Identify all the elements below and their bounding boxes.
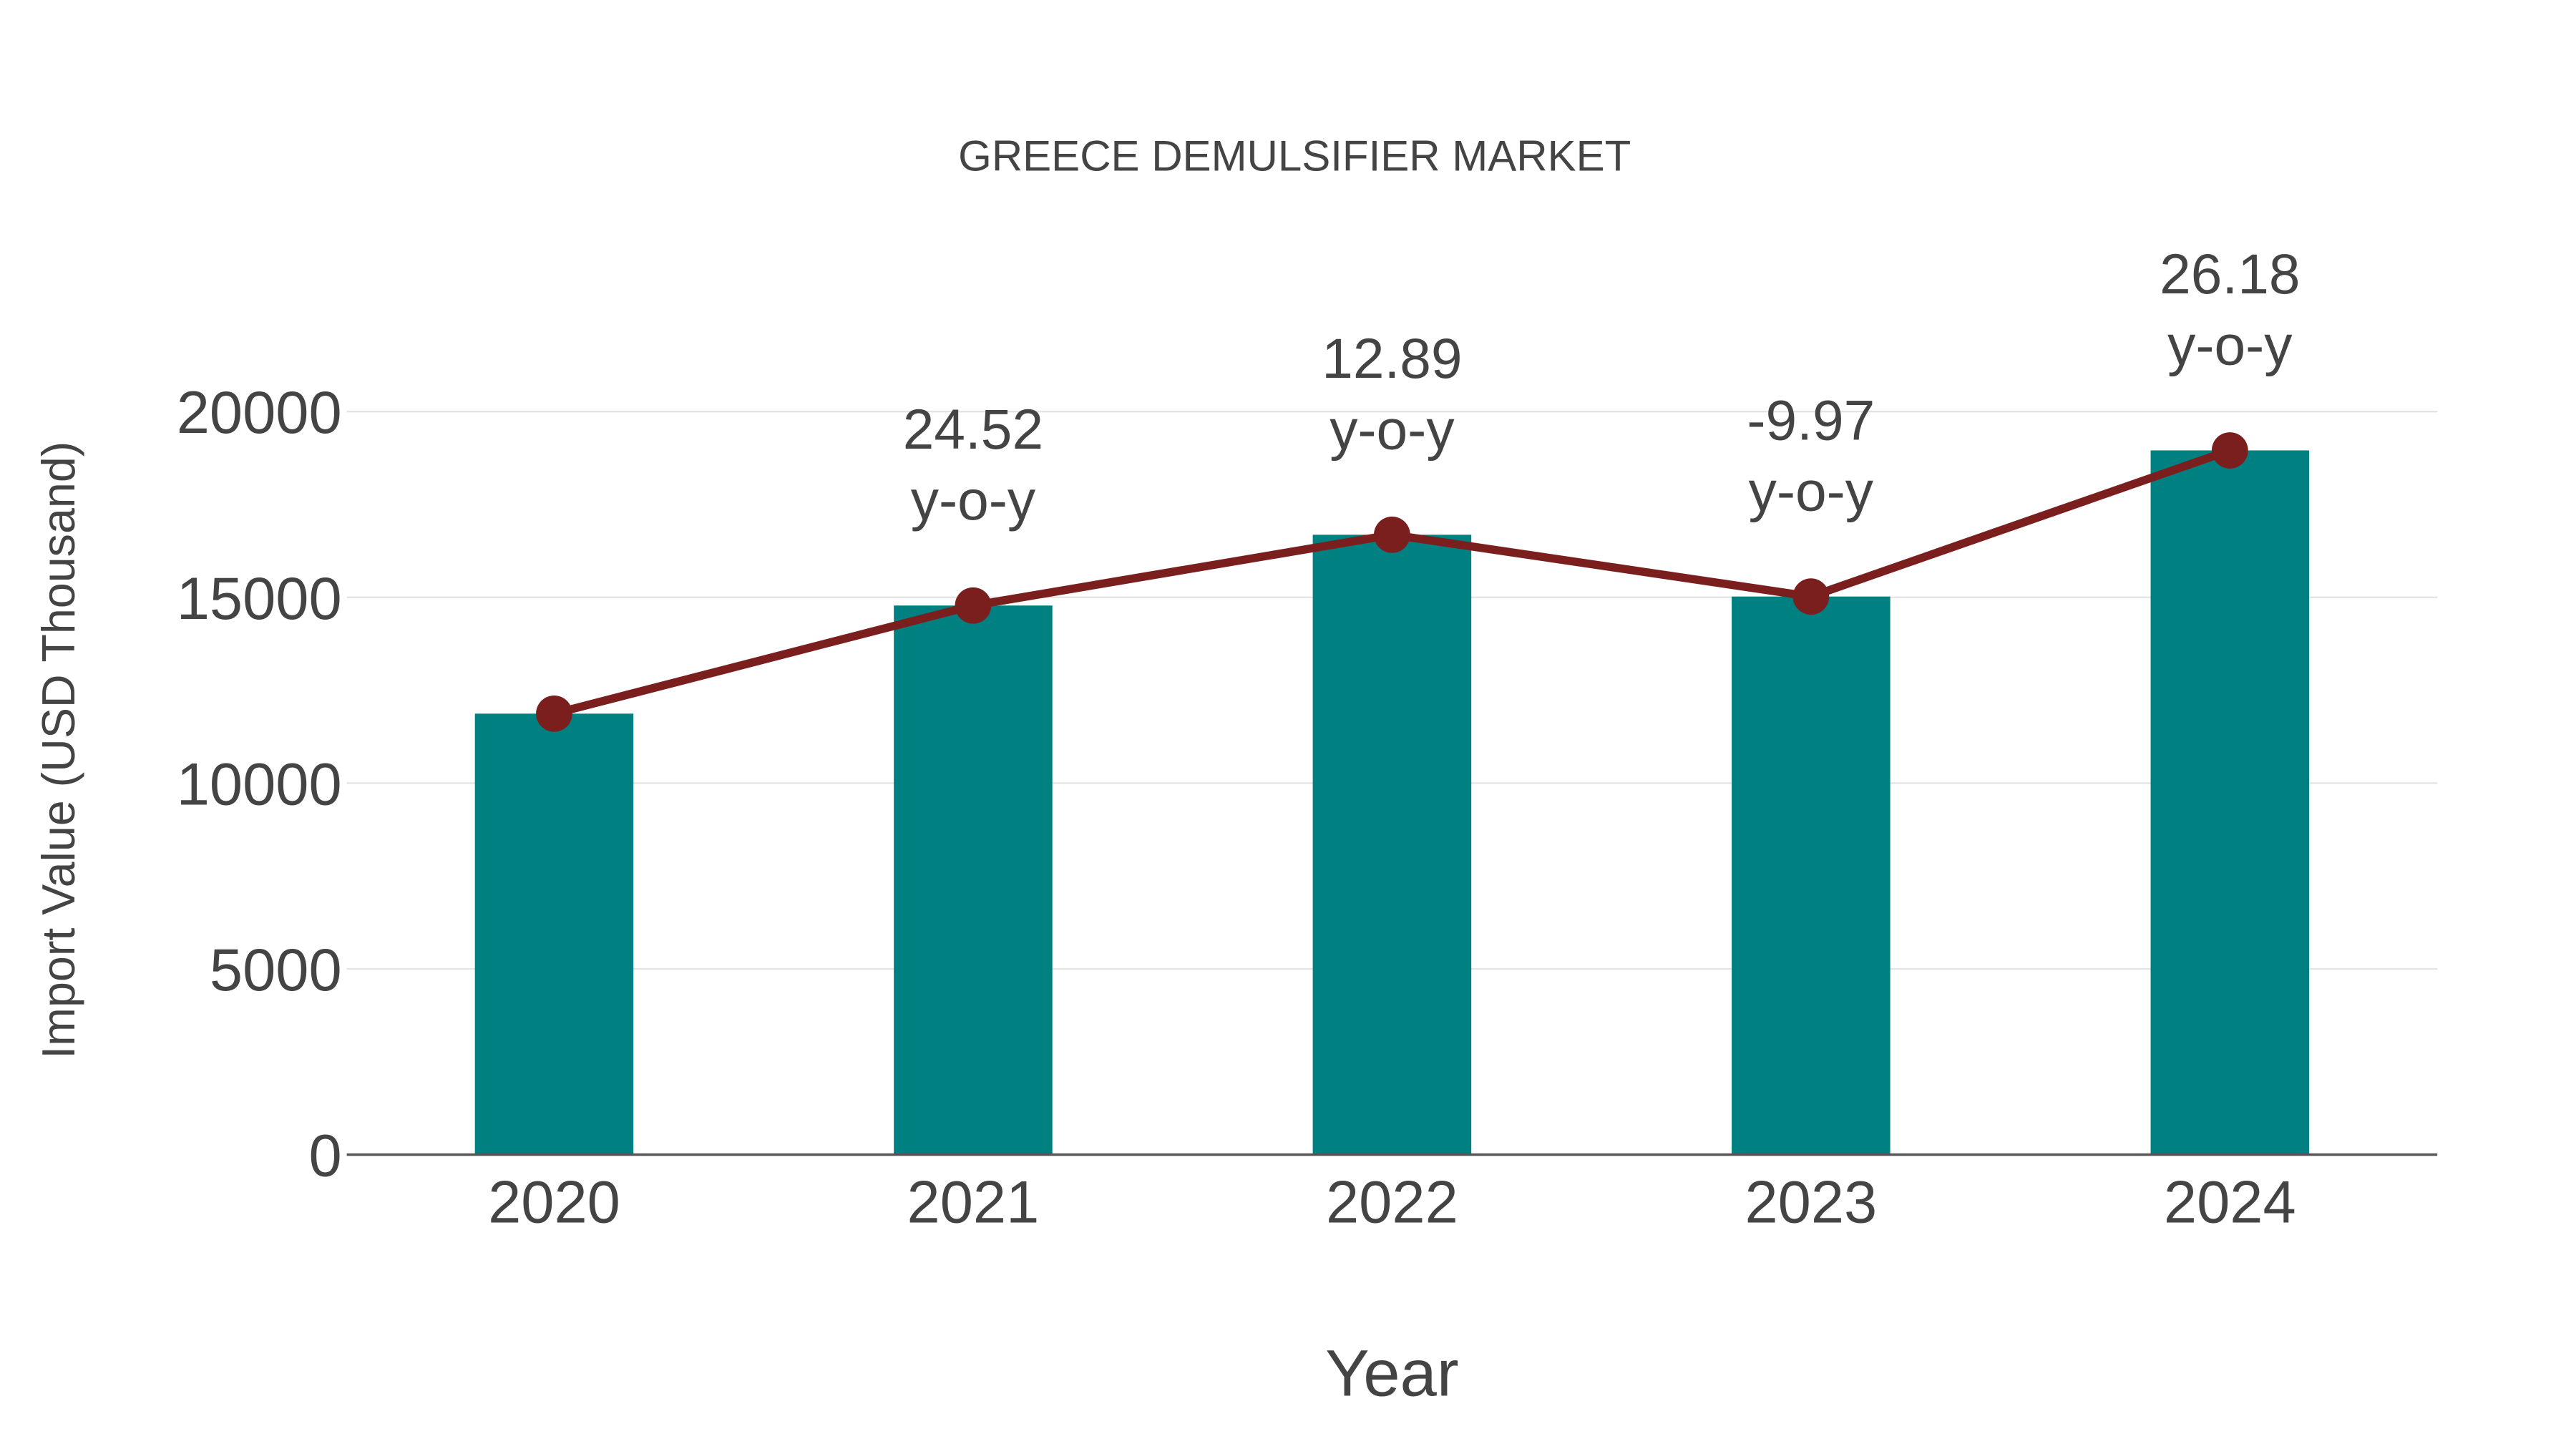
x-tick-labels: 2020 2021 2022 2023 2024 [488,1169,2296,1235]
trend-point [1374,516,1410,553]
bars [474,450,2310,1155]
yoy-annotations: 24.52 y-o-y 12.89 y-o-y -9.97 y-o-y 26.18 y-o-y [903,243,2301,532]
x-tick-label: 2023 [1745,1169,1877,1235]
trend-point [1792,578,1830,615]
x-tick-label: 2022 [1326,1169,1458,1235]
yoy-value-label: 26.18 [2160,243,2300,306]
bar [474,713,634,1155]
y-axis-title: Import Value (USD Thousand) [33,441,84,1059]
chart-title: GREECE DEMULSIFIER MARKET [958,132,1631,180]
yoy-suffix-label: y-o-y [911,469,1036,532]
y-tick-label: 0 [308,1123,341,1189]
bar [1732,596,1890,1155]
trend-line-group [536,432,2248,732]
x-tick-label: 2021 [907,1169,1040,1235]
y-tick-labels: 0 5000 10000 15000 20000 [177,379,342,1189]
bar [894,605,1053,1155]
x-tick-label: 2024 [2164,1169,2296,1235]
yoy-suffix-label: y-o-y [1330,398,1455,461]
x-tick-label: 2020 [488,1169,620,1235]
trend-point [955,587,992,624]
trend-point [2211,432,2248,469]
x-axis-title: Year [1325,1336,1458,1410]
y-tick-label: 15000 [177,565,342,632]
y-tick-label: 20000 [177,379,342,446]
yoy-suffix-label: y-o-y [2167,313,2293,376]
yoy-suffix-label: y-o-y [1749,460,1874,523]
yoy-value-label: 24.52 [903,398,1043,461]
yoy-value-label: 12.89 [1322,327,1462,390]
bar [1312,535,1472,1155]
y-tick-label: 10000 [177,751,342,817]
bar [2150,450,2310,1155]
y-tick-label: 5000 [210,937,342,1003]
trend-point [536,695,572,732]
yoy-value-label: -9.97 [1747,389,1875,452]
